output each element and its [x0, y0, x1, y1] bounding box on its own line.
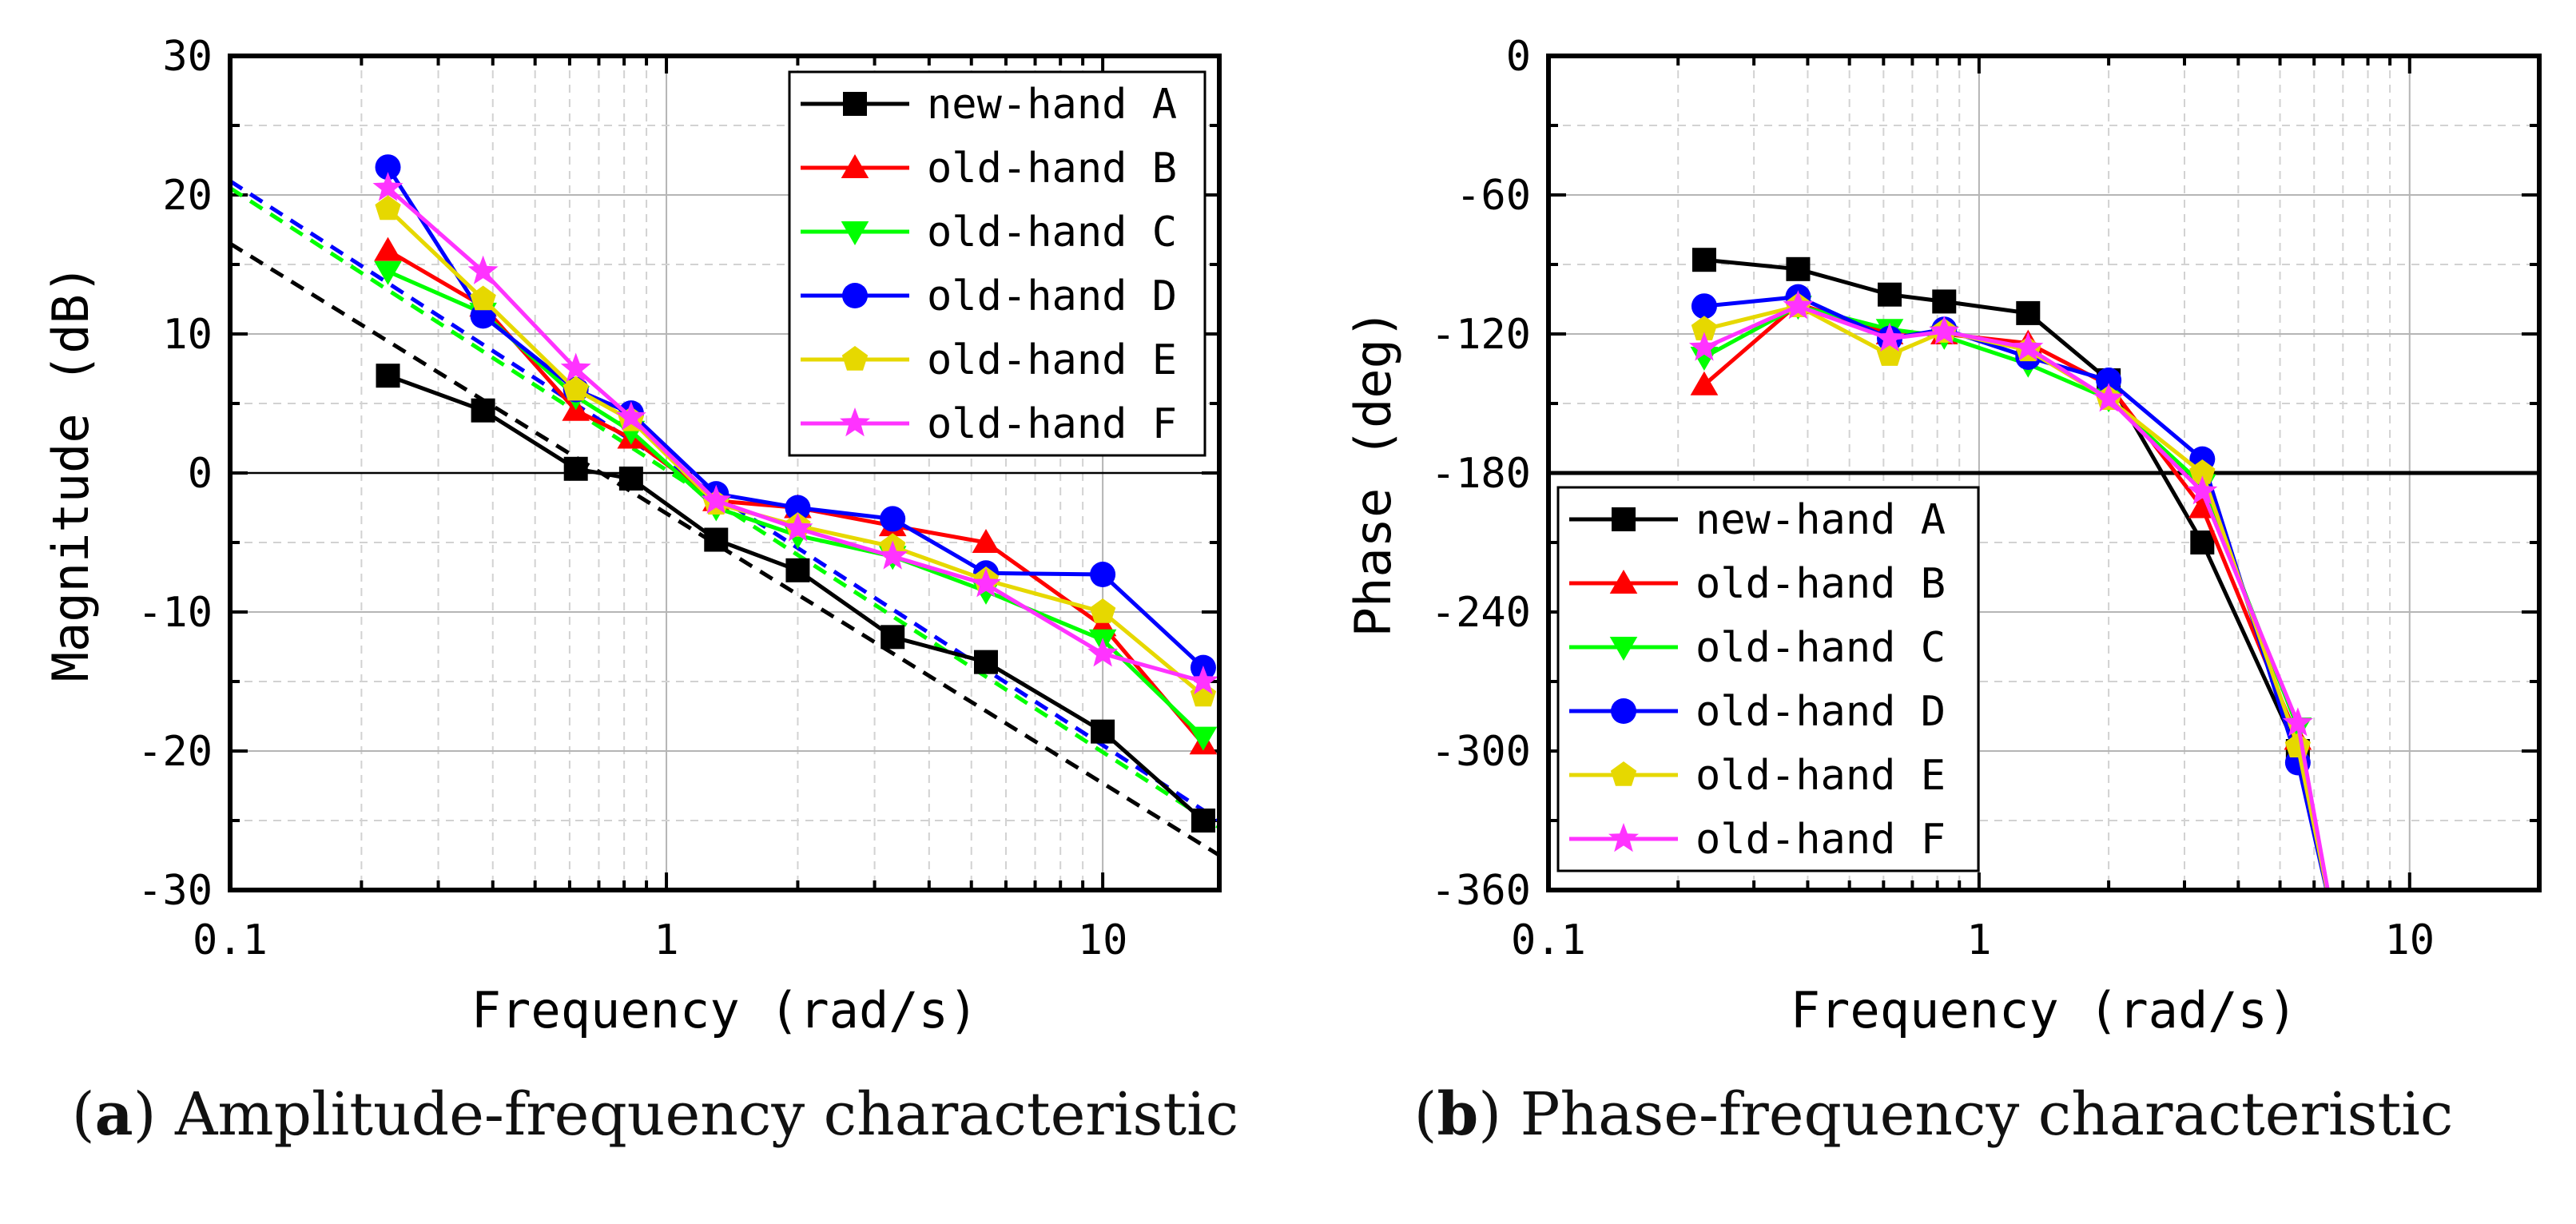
y-axis-label: Magnitude (dB): [42, 264, 100, 682]
data-point: [376, 364, 400, 387]
data-point: [880, 506, 905, 531]
legend-label: old-hand E: [927, 336, 1177, 384]
x-axis-label: Frequency (rad/s): [471, 981, 979, 1039]
magnitude-chart: -30 -20 -10 0 10 20 30 0.1 1 10 Frequency (rad/s) M…: [42, 33, 1219, 1039]
legend-box: [789, 72, 1205, 455]
legend-label: old-hand D: [927, 272, 1177, 320]
data-point: [1878, 283, 1902, 307]
y-tick-label: -180: [1431, 450, 1531, 498]
y-tick-label: -120: [1431, 311, 1531, 359]
y-tick-label: -30: [137, 867, 213, 915]
legend-marker: [842, 283, 868, 308]
y-tick-label: -300: [1431, 728, 1531, 776]
legend-label: old-hand F: [927, 400, 1177, 448]
legend-label: old-hand F: [1695, 816, 1946, 864]
legend-marker: [1612, 507, 1636, 531]
data-point: [374, 237, 402, 261]
caption-b-text: Phase-frequency characteristic: [1521, 1080, 2454, 1149]
y-tick-label: 20: [162, 172, 213, 220]
caption-b: (b) Phase-frequency characteristic: [1310, 1071, 2557, 1158]
data-point: [619, 467, 643, 491]
data-point: [1692, 248, 1716, 272]
legend-marker: [843, 92, 867, 116]
legend-box: [1558, 487, 1978, 871]
x-tick-label: 1: [654, 916, 678, 964]
data-point: [2190, 531, 2214, 554]
data-point: [1786, 257, 1810, 281]
data-point: [1090, 562, 1115, 587]
x-tick-label: 10: [1078, 916, 1128, 964]
caption-a-text: Amplitude-frequency characteristic: [175, 1080, 1238, 1149]
legend-label: new-hand A: [1695, 496, 1946, 544]
legend-label: old-hand C: [927, 209, 1177, 256]
x-axis-label: Frequency (rad/s): [1791, 981, 2298, 1039]
data-point: [375, 195, 400, 220]
y-tick-label: -240: [1431, 589, 1531, 637]
data-point: [1691, 293, 1717, 319]
data-point: [471, 399, 495, 423]
data-point: [704, 528, 728, 552]
y-tick-label: 0: [1506, 33, 1531, 81]
figure: -30-20-1001020300.1 1 10Frequency (rad/s)M…: [0, 0, 2576, 1224]
legend-label: new-hand A: [927, 81, 1177, 129]
data-point: [1190, 727, 1218, 751]
phase-chart: -360 -300 -240 -180 -120 -60 0 0.1 1 10 Frequency …: [1344, 33, 2539, 1039]
data-point: [564, 457, 588, 481]
caption-b-letter: b: [1437, 1080, 1479, 1149]
legend-label: old-hand D: [1695, 688, 1946, 736]
y-tick-label: 0: [188, 450, 213, 498]
legend-label: old-hand B: [927, 145, 1177, 193]
y-tick-label: 30: [162, 33, 213, 81]
legend-label: old-hand C: [1695, 624, 1946, 672]
data-point: [1191, 809, 1215, 833]
x-tick-label: 0.1: [1511, 916, 1586, 964]
caption-a: (a) Amplitude-frequency characteristic: [32, 1071, 1278, 1158]
caption-a-letter: a: [95, 1080, 133, 1149]
legend: new-hand A old-hand B old-hand C old-hand D…: [789, 72, 1205, 455]
data-point: [2016, 301, 2040, 325]
legend: new-hand A old-hand B old-hand C old-hand D…: [1558, 487, 1978, 871]
y-tick-label: -60: [1456, 172, 1531, 220]
y-tick-label: -360: [1431, 867, 1531, 915]
y-tick-label: 10: [162, 311, 213, 359]
legend-label: old-hand E: [1695, 752, 1946, 800]
data-point: [785, 558, 809, 582]
data-point: [881, 625, 904, 649]
y-tick-label: -20: [137, 728, 213, 776]
legend-marker: [1611, 698, 1636, 724]
data-point: [1932, 289, 1956, 313]
x-tick-label: 0.1: [193, 916, 268, 964]
y-axis-label: Phase (deg): [1344, 309, 1402, 638]
data-point: [1090, 598, 1115, 623]
x-tick-label: 1: [1966, 916, 1991, 964]
data-point: [974, 650, 998, 674]
x-tick-label: 10: [2384, 916, 2435, 964]
y-tick-label: -10: [137, 589, 213, 637]
legend-label: old-hand B: [1695, 560, 1946, 608]
data-point: [1091, 720, 1115, 744]
